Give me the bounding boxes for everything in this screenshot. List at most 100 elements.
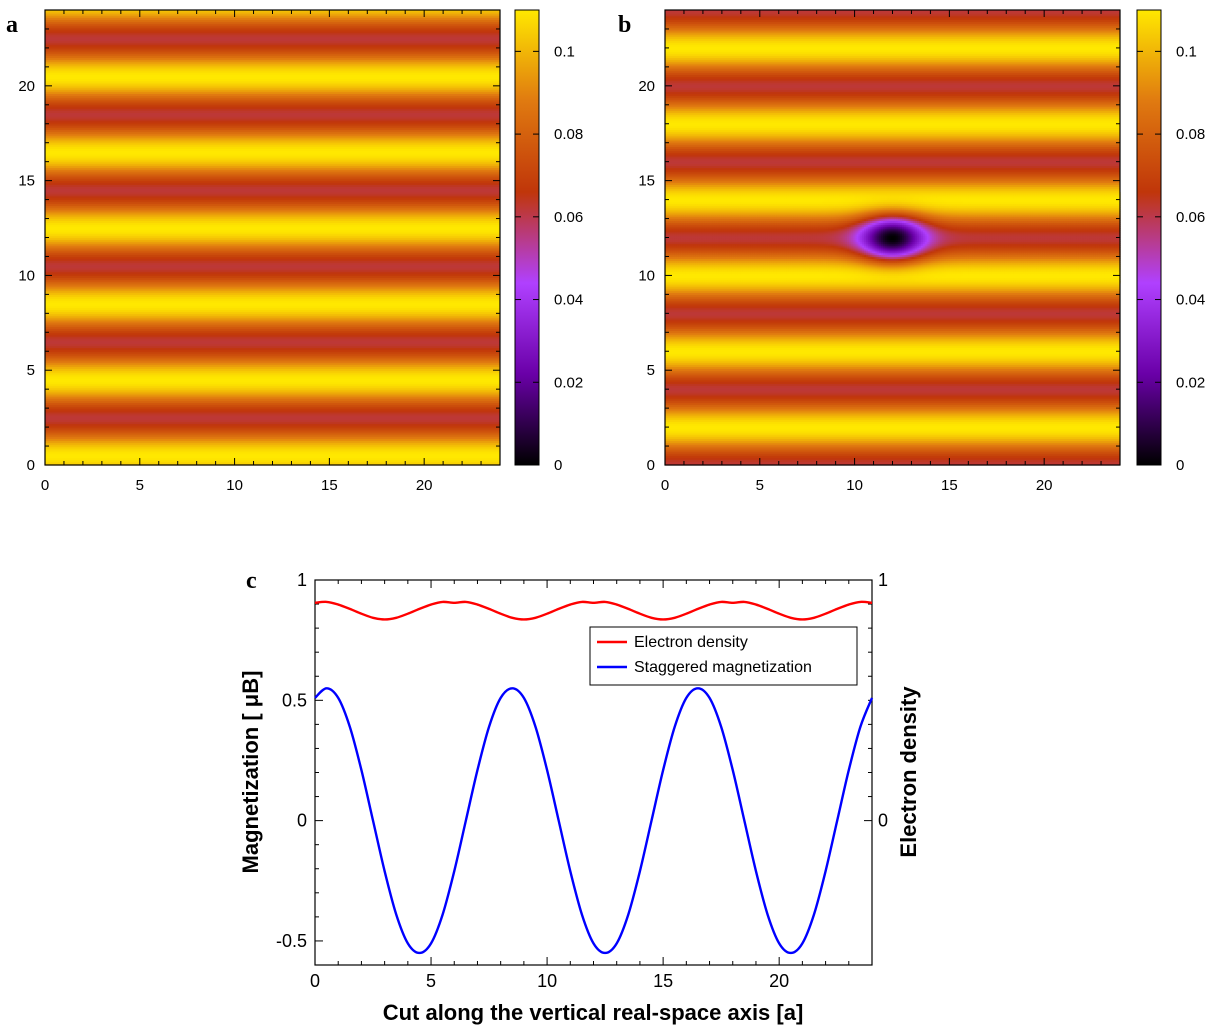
heatmap-cell: [862, 246, 865, 250]
heatmap-cell: [759, 256, 763, 259]
heatmap-cell: [867, 258, 871, 261]
heatmap-cell: [1066, 273, 1070, 277]
heatmap-cell: [790, 275, 793, 278]
heatmap-cell: [862, 277, 865, 280]
heatmap-cell: [1015, 256, 1019, 259]
heatmap-cell: [917, 254, 920, 258]
heatmap-cell: [1114, 248, 1117, 252]
heatmap-cell: [820, 264, 823, 267]
heatmap-cell: [854, 265, 858, 269]
heatmap-cell: [843, 271, 846, 275]
heatmap-cell: [938, 254, 941, 258]
heatmap-cell: [896, 281, 899, 284]
heatmap-cell: [1044, 271, 1047, 275]
heatmap-cell: [1108, 267, 1112, 271]
heatmap-cell: [757, 281, 761, 284]
heatmap-cell: [890, 252, 894, 256]
heatmap-cell: [951, 279, 954, 282]
heatmap-cell: [718, 248, 721, 252]
heatmap-cell: [767, 260, 770, 263]
heatmap-cell: [873, 277, 877, 280]
heatmap-cell: [788, 250, 791, 254]
heatmap-cell: [761, 269, 765, 273]
heatmap-cell: [708, 252, 712, 256]
heatmap-cell: [1029, 248, 1032, 252]
heatmap-cell: [848, 267, 852, 271]
heatmap-cell: [810, 262, 814, 265]
heatmap-cell: [45, 360, 500, 364]
heatmap-cell: [701, 254, 704, 258]
heatmap-cell: [900, 281, 903, 284]
heatmap-cell: [706, 273, 710, 277]
heatmap-cell: [1051, 281, 1055, 284]
heatmap-cell: [883, 250, 886, 254]
heatmap-cell: [45, 210, 500, 214]
heatmap-cell: [1040, 279, 1043, 282]
heatmap-cell: [886, 269, 890, 273]
heatmap-cell: [731, 265, 734, 269]
heatmap-cell: [1015, 252, 1019, 256]
heatmap-cell: [975, 269, 979, 273]
heatmap-cell: [45, 93, 500, 96]
heatmap-cell: [900, 269, 903, 273]
heatmap-cell: [896, 273, 899, 277]
heatmap-cell: [45, 218, 500, 222]
heatmap-cell: [835, 277, 839, 280]
heatmap-cell: [1019, 264, 1023, 267]
heatmap-cell: [1061, 271, 1064, 275]
heatmap-cell: [1044, 252, 1047, 256]
heatmap-cell: [1017, 277, 1021, 280]
heatmap-cell: [807, 254, 810, 258]
heatmap-cell: [735, 260, 738, 263]
heatmap-cell: [814, 256, 818, 259]
heatmap-cell: [665, 269, 668, 273]
heatmap-cell: [1002, 246, 1005, 250]
heatmap-cell: [852, 254, 856, 258]
heatmap-cell: [742, 256, 746, 259]
heatmap-cell: [1091, 281, 1095, 284]
heatmap-cell: [1085, 269, 1089, 273]
heatmap-cell: [729, 277, 732, 280]
heatmap-cell: [883, 248, 886, 252]
heatmap-cell: [807, 275, 810, 278]
heatmap-cell: [881, 246, 884, 250]
heatmap-cell: [757, 269, 761, 273]
heatmap-cell: [989, 258, 992, 261]
heatmap-cell: [776, 260, 780, 263]
heatmap-cell: [1106, 260, 1110, 263]
heatmap-cell: [665, 301, 1120, 305]
heatmap-cell: [697, 262, 700, 265]
heatmap-cell: [903, 252, 907, 256]
heatmap-cell: [934, 267, 937, 271]
heatmap-cell: [744, 246, 748, 250]
heatmap-cell: [1070, 265, 1074, 269]
heatmap-cell: [869, 246, 873, 250]
heatmap-cell: [774, 273, 778, 277]
heatmap-cell: [1008, 281, 1011, 284]
heatmap-cell: [1025, 265, 1028, 269]
heatmap-cell: [672, 254, 676, 258]
heatmap-cell: [901, 281, 905, 284]
heatmap-cell: [1032, 254, 1036, 258]
heatmap-cell: [818, 265, 822, 269]
heatmap-cell: [1082, 256, 1085, 259]
heatmap-cell: [873, 260, 877, 263]
heatmap-cell: [687, 258, 691, 261]
heatmap-cell: [907, 246, 911, 250]
heatmap-cell: [956, 254, 960, 258]
heatmap-cell: [983, 269, 986, 273]
heatmap-cell: [1030, 254, 1034, 258]
heatmap-cell: [930, 258, 933, 261]
heatmap-cell: [975, 260, 979, 263]
heatmap-cell: [930, 271, 933, 275]
heatmap-cell: [784, 246, 787, 250]
heatmap-cell: [877, 258, 880, 261]
heatmap-cell: [869, 262, 873, 265]
heatmap-cell: [701, 277, 704, 280]
heatmap-cell: [881, 267, 884, 271]
heatmap-cell: [742, 267, 746, 271]
heatmap-cell: [1080, 250, 1083, 254]
heatmap-cell: [687, 256, 691, 259]
heatmap-cell: [1047, 256, 1051, 259]
heatmap-cell: [953, 277, 956, 280]
